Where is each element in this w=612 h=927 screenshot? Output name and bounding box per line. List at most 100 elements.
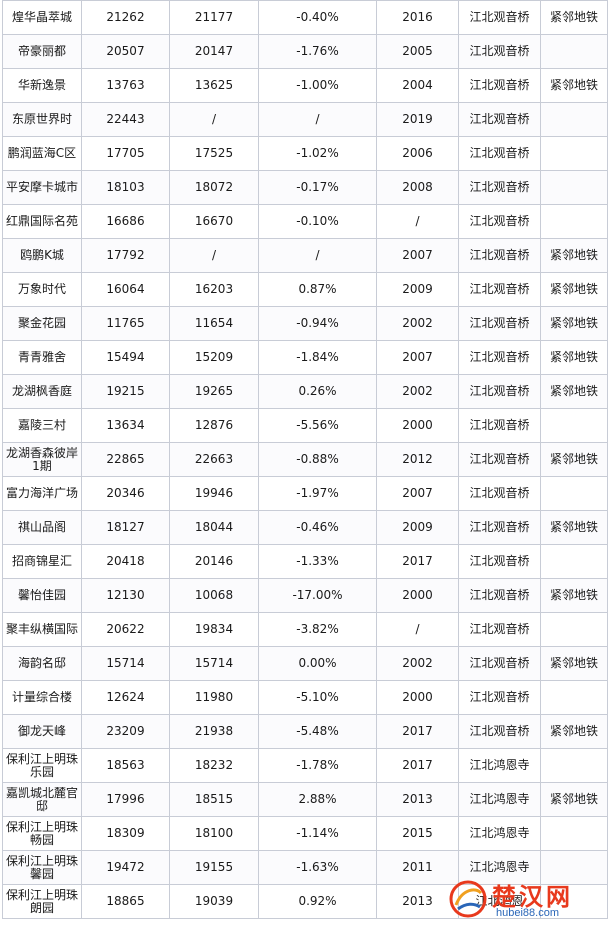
table-row: 华新逸景 13763 13625 -1.00% 2004 江北观音桥 紧邻地铁 xyxy=(2,68,608,103)
estate-name-text: 计量综合楼 xyxy=(11,691,72,704)
build-year-cell: / xyxy=(376,204,459,239)
change-percent-cell: -17.00% xyxy=(258,578,377,613)
metro-tag-cell: 紧邻地铁 xyxy=(540,578,608,613)
build-year-cell: 2007 xyxy=(376,476,459,511)
estate-name-text: 御龙天峰 xyxy=(17,725,66,738)
price-current-cell: 15714 xyxy=(81,646,170,681)
district-cell: 江北观音桥 xyxy=(458,646,541,681)
build-year-cell: 2009 xyxy=(376,272,459,307)
price-previous-cell: 21177 xyxy=(169,0,259,35)
build-year-cell: 2019 xyxy=(376,102,459,137)
build-year-cell: 2015 xyxy=(376,816,459,851)
build-year-cell: 2011 xyxy=(376,850,459,885)
change-percent-cell: -1.33% xyxy=(258,544,377,579)
district-cell: 江北观音桥 xyxy=(458,544,541,579)
build-year-cell: 2002 xyxy=(376,306,459,341)
estate-name-text: 平安摩卡城市 xyxy=(5,181,78,194)
table-row: 御龙天峰 23209 21938 -5.48% 2017 江北观音桥 紧邻地铁 xyxy=(2,714,608,749)
build-year-cell: 2000 xyxy=(376,408,459,443)
price-previous-cell: 15714 xyxy=(169,646,259,681)
metro-tag-cell: 紧邻地铁 xyxy=(540,306,608,341)
price-current-cell: 21262 xyxy=(81,0,170,35)
district-cell: 江北观音桥 xyxy=(458,374,541,409)
table-row: 青青雅舍 15494 15209 -1.84% 2007 江北观音桥 紧邻地铁 xyxy=(2,340,608,375)
change-percent-cell: -1.97% xyxy=(258,476,377,511)
estate-name-text: 煌华晶萃城 xyxy=(11,11,72,24)
metro-tag-cell xyxy=(540,884,608,919)
price-current-cell: 20346 xyxy=(81,476,170,511)
build-year-cell: 2000 xyxy=(376,680,459,715)
metro-tag-cell xyxy=(540,748,608,783)
table-row: 煌华晶萃城 21262 21177 -0.40% 2016 江北观音桥 紧邻地铁 xyxy=(2,0,608,35)
estate-name-cell: 招商锦星汇 xyxy=(2,544,82,579)
chuhan-watermark: 楚汉网 hubei88.com xyxy=(448,875,608,925)
build-year-cell: 2000 xyxy=(376,578,459,613)
estate-name-cell: 万象时代 xyxy=(2,272,82,307)
metro-tag-cell xyxy=(540,408,608,443)
price-previous-cell: 18515 xyxy=(169,782,259,817)
table-row: 海韵名邸 15714 15714 0.00% 2002 江北观音桥 紧邻地铁 xyxy=(2,646,608,681)
estate-name-cell: 祺山品阁 xyxy=(2,510,82,545)
metro-tag-cell xyxy=(540,136,608,171)
estate-name-text: 华新逸景 xyxy=(17,79,66,92)
change-percent-cell: -1.84% xyxy=(258,340,377,375)
price-current-cell: 22443 xyxy=(81,102,170,137)
build-year-cell: 2004 xyxy=(376,68,459,103)
build-year-cell: 2012 xyxy=(376,442,459,477)
change-percent-cell: -0.17% xyxy=(258,170,377,205)
estate-name-text: 保利江上明珠馨园 xyxy=(5,854,78,881)
change-percent-cell: -1.78% xyxy=(258,748,377,783)
change-percent-cell: -0.40% xyxy=(258,0,377,35)
price-previous-cell: 19834 xyxy=(169,612,259,647)
change-percent-cell: -0.46% xyxy=(258,510,377,545)
estate-name-cell: 龙湖枫香庭 xyxy=(2,374,82,409)
change-percent-cell: / xyxy=(258,102,377,137)
district-cell: 江北观音桥 xyxy=(458,340,541,375)
price-current-cell: 16064 xyxy=(81,272,170,307)
metro-tag-cell xyxy=(540,102,608,137)
district-cell: 江北观音桥 xyxy=(458,204,541,239)
estate-name-cell: 聚丰纵横国际 xyxy=(2,612,82,647)
metro-tag-cell: 紧邻地铁 xyxy=(540,646,608,681)
estate-name-text: 保利江上明珠朗园 xyxy=(5,888,78,915)
metro-tag-cell: 紧邻地铁 xyxy=(540,714,608,749)
estate-name-cell: 计量综合楼 xyxy=(2,680,82,715)
change-percent-cell: 0.26% xyxy=(258,374,377,409)
table-row: 保利江上明珠馨园 19472 19155 -1.63% 2011 江北鸿恩寺 xyxy=(2,850,608,885)
price-current-cell: 19215 xyxy=(81,374,170,409)
build-year-cell: 2009 xyxy=(376,510,459,545)
price-previous-cell: 13625 xyxy=(169,68,259,103)
price-current-cell: 18563 xyxy=(81,748,170,783)
price-previous-cell: 16203 xyxy=(169,272,259,307)
district-cell: 江北观音桥 xyxy=(458,306,541,341)
table-row: 招商锦星汇 20418 20146 -1.33% 2017 江北观音桥 xyxy=(2,544,608,579)
estate-name-cell: 东原世界时 xyxy=(2,102,82,137)
estate-name-text: 鹏润蓝海C区 xyxy=(7,147,77,160)
estate-name-text: 东原世界时 xyxy=(11,113,72,126)
price-previous-cell: 20146 xyxy=(169,544,259,579)
price-previous-cell: 21938 xyxy=(169,714,259,749)
table-row: 鸥鹏K城 17792//2007 江北观音桥 紧邻地铁 xyxy=(2,238,608,273)
build-year-cell: 2017 xyxy=(376,544,459,579)
change-percent-cell: 0.87% xyxy=(258,272,377,307)
price-current-cell: 12624 xyxy=(81,680,170,715)
district-cell: 江北观音桥 xyxy=(458,170,541,205)
price-previous-cell: 10068 xyxy=(169,578,259,613)
metro-tag-cell: 紧邻地铁 xyxy=(540,68,608,103)
price-current-cell: 17705 xyxy=(81,136,170,171)
estate-name-text: 海韵名邸 xyxy=(17,657,66,670)
estate-name-text: 馨怡佳园 xyxy=(17,589,66,602)
metro-tag-cell xyxy=(540,680,608,715)
estate-name-cell: 鸥鹏K城 xyxy=(2,238,82,273)
build-year-cell: 2007 xyxy=(376,238,459,273)
table-row: 富力海洋广场 20346 19946 -1.97% 2007 江北观音桥 xyxy=(2,476,608,511)
build-year-cell: 2017 xyxy=(376,748,459,783)
price-current-cell: 18865 xyxy=(81,884,170,919)
estate-name-text: 保利江上明珠畅园 xyxy=(5,820,78,847)
price-previous-cell: 17525 xyxy=(169,136,259,171)
metro-tag-cell: 紧邻地铁 xyxy=(540,782,608,817)
metro-tag-cell: 紧邻地铁 xyxy=(540,510,608,545)
change-percent-cell: -5.10% xyxy=(258,680,377,715)
district-cell: 江北观音桥 xyxy=(458,136,541,171)
